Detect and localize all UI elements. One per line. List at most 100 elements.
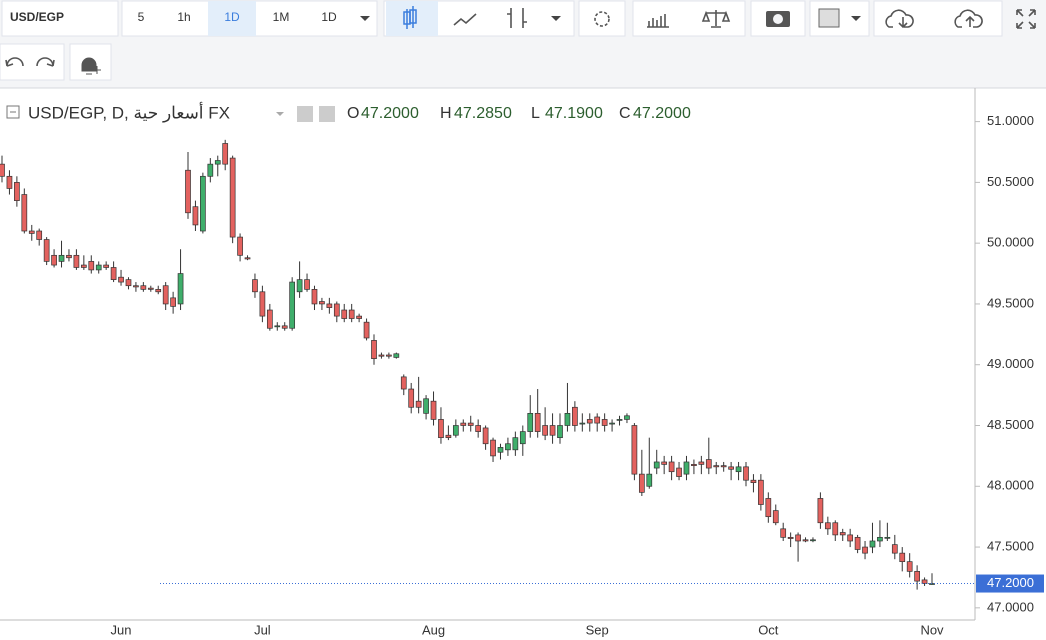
y-tick-label: 51.0000 <box>987 113 1034 128</box>
fullscreen-icon[interactable] <box>1016 9 1036 29</box>
candle-body <box>862 546 868 554</box>
candle-body <box>237 236 243 256</box>
x-tick-label: Jul <box>254 622 271 637</box>
candle-body <box>58 254 65 262</box>
undo-icon[interactable] <box>5 57 24 67</box>
legend-key: L <box>531 105 540 122</box>
y-tick-label: 47.5000 <box>987 539 1034 554</box>
candle-body <box>542 425 548 436</box>
candle-body <box>430 400 437 420</box>
candle-body <box>713 465 720 468</box>
candle-body <box>750 479 757 483</box>
y-tick-label: 49.0000 <box>987 356 1034 371</box>
interval[interactable]: 1h <box>177 10 190 24</box>
candle-body <box>847 534 854 542</box>
interval[interactable]: 1D <box>224 10 240 24</box>
candle-body <box>653 461 660 469</box>
candle-body <box>36 230 43 240</box>
candle-body <box>824 522 831 530</box>
x-tick-label: Nov <box>920 622 944 637</box>
candle-body <box>638 473 645 493</box>
candle-body <box>780 528 787 538</box>
candle-body <box>147 287 154 290</box>
candle-body <box>527 412 534 432</box>
candle-body <box>289 281 296 329</box>
candle-body <box>877 536 883 542</box>
interval[interactable]: 1M <box>273 10 290 24</box>
active-chart-type[interactable] <box>386 1 438 36</box>
candle-body <box>140 285 147 290</box>
candle-body <box>676 467 682 477</box>
candle-body <box>735 466 742 473</box>
candle-body <box>311 289 318 305</box>
bar-icon[interactable] <box>507 8 527 28</box>
dropdown-arrow[interactable] <box>276 112 284 116</box>
candle-body <box>772 510 779 524</box>
candle-body <box>899 552 906 563</box>
interval-menu[interactable]: 1D <box>321 10 337 24</box>
indicator-icon[interactable] <box>647 14 669 28</box>
candle-body <box>438 419 444 439</box>
candle-body <box>73 254 80 268</box>
dropdown-arrow[interactable] <box>851 16 861 21</box>
candle-body <box>43 239 50 262</box>
candle-body <box>393 353 400 358</box>
interval[interactable]: 5 <box>138 10 145 24</box>
candle-body <box>229 157 236 238</box>
cloud-group <box>873 0 1003 37</box>
dropdown-arrow[interactable] <box>551 16 561 21</box>
candle-body <box>787 536 794 539</box>
camera-lens <box>773 14 783 24</box>
symbol: USD/EGP <box>10 10 64 24</box>
candle-body <box>185 169 191 214</box>
candle-body <box>609 422 615 425</box>
eye-icon[interactable] <box>297 106 313 122</box>
gear-icon <box>594 11 610 27</box>
template-icon <box>818 8 840 28</box>
candle-body <box>51 254 57 266</box>
candle-body <box>579 422 586 425</box>
symbol-box[interactable] <box>1 0 119 37</box>
candle-body <box>624 415 630 420</box>
redo-icon[interactable] <box>36 57 55 67</box>
candle-body <box>378 354 385 357</box>
candle-body <box>222 143 229 165</box>
candle-body <box>363 321 370 339</box>
save-icon[interactable] <box>954 9 983 28</box>
x-tick-label: Oct <box>758 622 779 637</box>
candle-body <box>497 447 504 453</box>
x-tick-label: Aug <box>422 622 445 637</box>
candle-body <box>21 194 28 232</box>
settings-btn[interactable] <box>578 0 626 37</box>
candle-body <box>400 376 407 390</box>
candle-body <box>88 261 95 271</box>
candle-body <box>415 400 422 408</box>
load-icon[interactable] <box>885 9 914 29</box>
x-tick-label: Sep <box>586 622 609 637</box>
settings-icon[interactable] <box>319 106 335 122</box>
candle-body <box>802 539 809 542</box>
y-tick-label: 47.0000 <box>987 599 1034 614</box>
candle-body <box>266 309 273 329</box>
candle-body <box>259 291 266 317</box>
candle-body <box>296 279 303 293</box>
candle-body <box>467 422 474 426</box>
candle-body <box>728 466 734 470</box>
candle-body <box>326 303 333 308</box>
compare-icon[interactable] <box>701 10 731 28</box>
line-icon[interactable] <box>453 13 477 26</box>
candle-body <box>758 479 764 505</box>
active-interval-bg <box>208 1 256 36</box>
candle-body <box>921 579 928 584</box>
legend-key: O <box>347 105 359 122</box>
candle-body <box>252 279 258 293</box>
candle-body <box>475 425 482 432</box>
dropdown-arrow[interactable] <box>360 16 370 21</box>
candle-body <box>170 297 176 307</box>
candle-body <box>795 534 801 542</box>
candle-body <box>125 279 132 287</box>
candle-body <box>133 285 139 288</box>
y-tick-label: 48.5000 <box>987 417 1034 432</box>
candle-body <box>274 325 281 328</box>
candle-body <box>118 276 124 283</box>
